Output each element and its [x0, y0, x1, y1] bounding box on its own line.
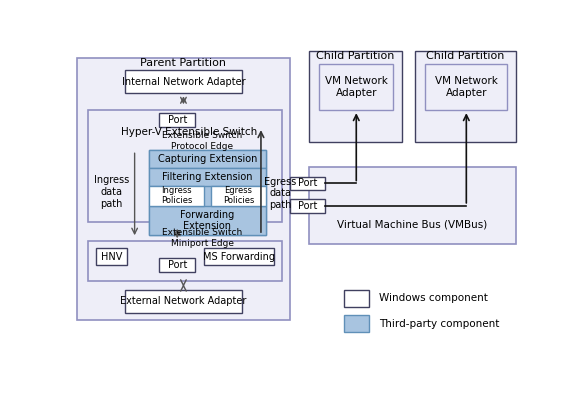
Bar: [149, 151, 266, 235]
Bar: [289, 176, 325, 190]
Text: Forwarding
Extension: Forwarding Extension: [180, 209, 235, 231]
Text: Capturing Extension: Capturing Extension: [158, 154, 257, 164]
Text: Third-party component: Third-party component: [379, 319, 499, 329]
Text: Child Partition: Child Partition: [316, 51, 394, 61]
Bar: [149, 151, 266, 168]
Bar: [159, 113, 195, 127]
Text: Parent Partition: Parent Partition: [139, 58, 225, 68]
Bar: [205, 248, 274, 265]
Bar: [344, 290, 369, 307]
Text: Hyper-V Extensible Switch: Hyper-V Extensible Switch: [121, 127, 257, 137]
Bar: [88, 110, 282, 222]
Bar: [159, 258, 195, 272]
Text: External Network Adapter: External Network Adapter: [120, 296, 247, 306]
Text: Windows component: Windows component: [379, 293, 487, 303]
Text: Egress
data
path: Egress data path: [264, 177, 296, 210]
Bar: [415, 51, 516, 142]
Text: Egress
Policies: Egress Policies: [223, 186, 254, 206]
Bar: [289, 199, 325, 213]
Bar: [425, 64, 507, 110]
Text: VM Network
Adapter: VM Network Adapter: [435, 76, 498, 98]
Bar: [309, 167, 516, 244]
Text: Child Partition: Child Partition: [426, 51, 505, 61]
Text: MS Forwarding: MS Forwarding: [203, 252, 275, 262]
Bar: [96, 248, 127, 265]
Text: Port: Port: [298, 201, 317, 211]
Text: VM Network
Adapter: VM Network Adapter: [325, 76, 388, 98]
Text: Extensible Switch
Protocol Edge: Extensible Switch Protocol Edge: [162, 131, 242, 151]
Text: HNV: HNV: [101, 252, 122, 262]
Bar: [344, 315, 369, 332]
Bar: [210, 186, 266, 206]
Text: Ingress
data
path: Ingress data path: [94, 175, 129, 209]
Bar: [125, 70, 242, 94]
Text: Port: Port: [167, 115, 187, 125]
Bar: [125, 290, 242, 313]
Text: Virtual Machine Bus (VMBus): Virtual Machine Bus (VMBus): [337, 219, 487, 229]
Text: Filtering Extension: Filtering Extension: [162, 172, 253, 182]
Bar: [319, 64, 393, 110]
Bar: [149, 206, 266, 235]
Bar: [149, 168, 266, 186]
Bar: [77, 58, 289, 320]
Text: Port: Port: [298, 178, 317, 189]
Bar: [149, 186, 205, 206]
Text: Port: Port: [167, 260, 187, 270]
Text: Extensible Switch
Miniport Edge: Extensible Switch Miniport Edge: [162, 228, 242, 248]
Text: Ingress
Policies: Ingress Policies: [161, 186, 192, 206]
Bar: [309, 51, 402, 142]
Bar: [88, 241, 282, 281]
Text: Internal Network Adapter: Internal Network Adapter: [121, 77, 245, 87]
